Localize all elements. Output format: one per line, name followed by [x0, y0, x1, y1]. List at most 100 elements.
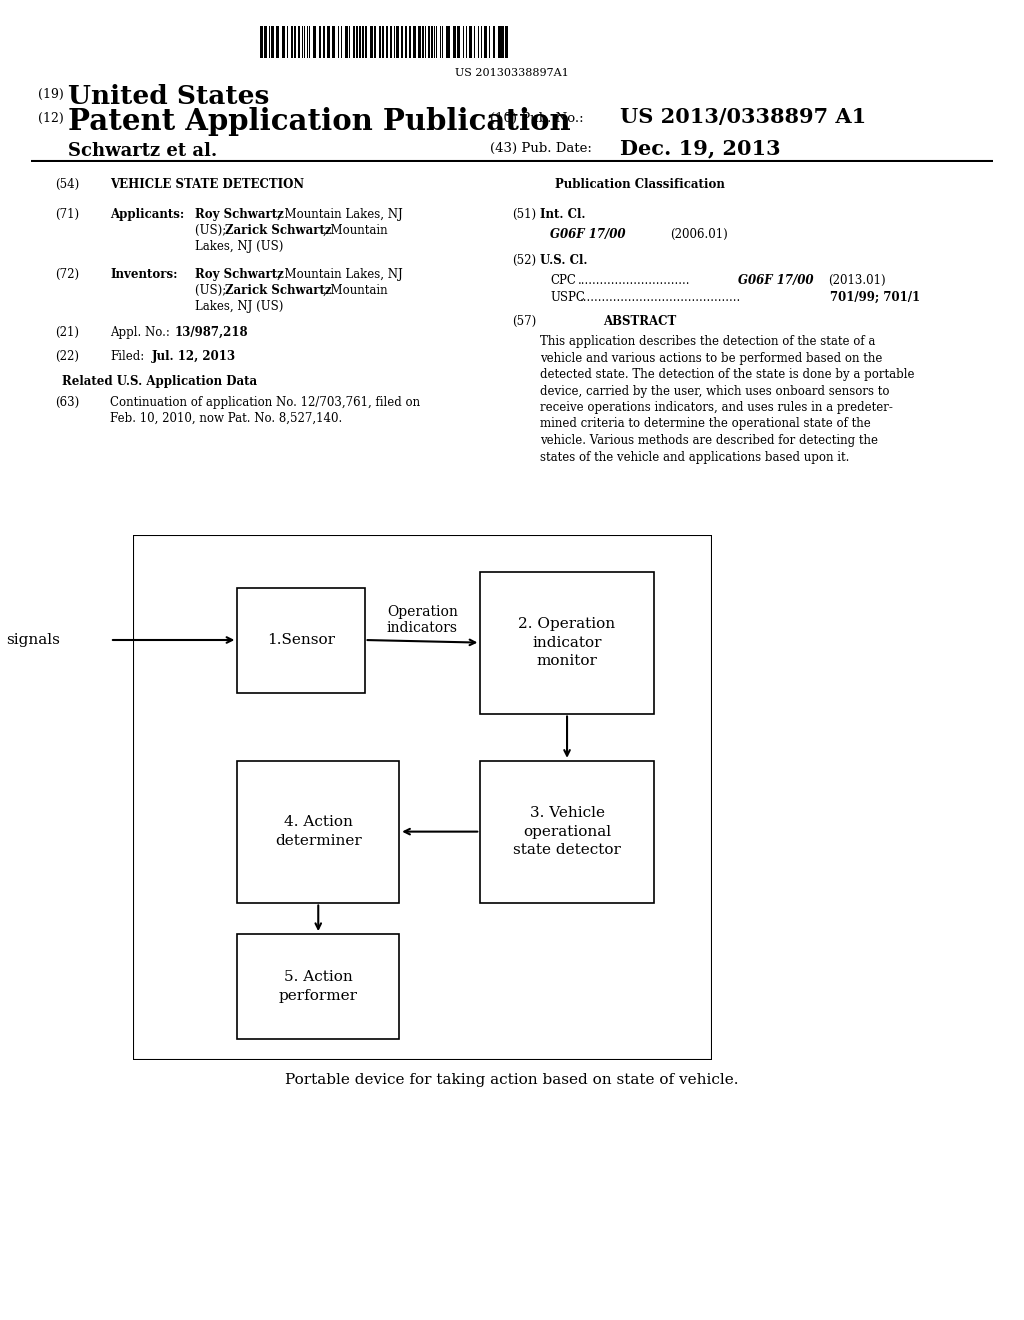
Text: states of the vehicle and applications based upon it.: states of the vehicle and applications b… [540, 450, 849, 463]
Bar [238, 587, 365, 693]
Text: 1.Sensor: 1.Sensor [267, 634, 335, 647]
Bar [379, 26, 381, 58]
Text: vehicle. Various methods are described for detecting the: vehicle. Various methods are described f… [540, 434, 878, 447]
Text: receive operations indicators, and uses rules in a predeter-: receive operations indicators, and uses … [540, 401, 893, 414]
Text: Lakes, NJ (US): Lakes, NJ (US) [195, 240, 284, 253]
Text: Feb. 10, 2010, now Pat. No. 8,527,140.: Feb. 10, 2010, now Pat. No. 8,527,140. [110, 412, 342, 425]
Text: (57): (57) [512, 315, 537, 327]
Text: vehicle and various actions to be performed based on the: vehicle and various actions to be perfor… [540, 351, 883, 364]
Text: Roy Schwartz: Roy Schwartz [195, 268, 284, 281]
Text: (19): (19) [38, 88, 63, 102]
Bar [260, 26, 263, 58]
Text: 701/99; 701/1: 701/99; 701/1 [830, 290, 921, 304]
Bar [404, 26, 407, 58]
Text: U.S. Cl.: U.S. Cl. [540, 253, 588, 267]
Bar [370, 26, 373, 58]
Text: Patent Application Publication: Patent Application Publication [68, 107, 570, 136]
Text: Roy Schwartz: Roy Schwartz [195, 209, 284, 220]
Text: Lakes, NJ (US): Lakes, NJ (US) [195, 300, 284, 313]
Bar [303, 26, 305, 58]
Text: , Mountain Lakes, NJ: , Mountain Lakes, NJ [278, 268, 402, 281]
Bar [238, 760, 399, 903]
Text: (10) Pub. No.:: (10) Pub. No.: [490, 112, 584, 125]
Text: 2. Operation
indicator
monitor: 2. Operation indicator monitor [518, 618, 615, 668]
Bar [469, 26, 472, 58]
Bar [454, 26, 456, 58]
Text: ...........................................: ........................................… [580, 290, 741, 304]
Text: Continuation of application No. 12/703,761, filed on: Continuation of application No. 12/703,7… [110, 396, 420, 409]
Text: US 20130338897A1: US 20130338897A1 [455, 69, 569, 78]
Text: (52): (52) [512, 253, 537, 267]
Text: USPC: USPC [550, 290, 585, 304]
Text: (21): (21) [55, 326, 79, 339]
Text: US 2013/0338897 A1: US 2013/0338897 A1 [620, 107, 866, 127]
Text: (US);: (US); [195, 284, 230, 297]
Text: , Mountain Lakes, NJ: , Mountain Lakes, NJ [278, 209, 402, 220]
Bar [428, 26, 430, 58]
Text: Portable device for taking action based on state of vehicle.: Portable device for taking action based … [286, 1073, 738, 1086]
Text: ABSTRACT: ABSTRACT [603, 315, 677, 327]
Text: Inventors:: Inventors: [110, 268, 177, 281]
Bar [318, 26, 321, 58]
Bar [324, 26, 326, 58]
Text: 5. Action
performer: 5. Action performer [279, 970, 357, 1003]
Text: Filed:: Filed: [110, 350, 144, 363]
Text: (71): (71) [55, 209, 79, 220]
Text: Applicants:: Applicants: [110, 209, 184, 220]
Bar [271, 26, 274, 58]
Text: , Mountain: , Mountain [323, 224, 388, 238]
Bar [355, 26, 357, 58]
Text: Schwartz et al.: Schwartz et al. [68, 143, 217, 160]
Bar [366, 26, 367, 58]
Bar [298, 26, 300, 58]
Text: United States: United States [68, 84, 269, 110]
Bar [345, 26, 348, 58]
Bar [498, 26, 501, 58]
Text: signals: signals [6, 634, 59, 647]
Text: Int. Cl.: Int. Cl. [540, 209, 586, 220]
Text: ..............................: .............................. [578, 275, 690, 286]
Bar [414, 26, 416, 58]
Text: This application describes the detection of the state of a: This application describes the detection… [540, 335, 876, 348]
Bar [418, 26, 421, 58]
Text: , Mountain: , Mountain [323, 284, 388, 297]
Text: (2013.01): (2013.01) [828, 275, 886, 286]
Text: Zarick Schwartz: Zarick Schwartz [225, 224, 332, 238]
Text: G06F 17/00: G06F 17/00 [550, 228, 626, 242]
Text: (2006.01): (2006.01) [670, 228, 728, 242]
Text: Jul. 12, 2013: Jul. 12, 2013 [152, 350, 237, 363]
Bar [374, 26, 377, 58]
Text: Related U.S. Application Data: Related U.S. Application Data [62, 375, 258, 388]
Bar [457, 26, 460, 58]
Text: device, carried by the user, which uses onboard sensors to: device, carried by the user, which uses … [540, 384, 890, 397]
Text: Dec. 19, 2013: Dec. 19, 2013 [620, 139, 780, 158]
Bar [313, 26, 315, 58]
Bar [502, 26, 504, 58]
Bar [359, 26, 361, 58]
Text: (US);: (US); [195, 224, 230, 238]
Bar [291, 26, 293, 58]
Text: detected state. The detection of the state is done by a portable: detected state. The detection of the sta… [540, 368, 914, 381]
Text: VEHICLE STATE DETECTION: VEHICLE STATE DETECTION [110, 178, 304, 191]
Text: 4. Action
determiner: 4. Action determiner [274, 816, 361, 847]
Bar [480, 572, 653, 714]
Text: Appl. No.:: Appl. No.: [110, 326, 170, 339]
Bar [276, 26, 279, 58]
Bar [264, 26, 266, 58]
Bar [431, 26, 433, 58]
Bar [484, 26, 487, 58]
Bar [328, 26, 330, 58]
Text: (54): (54) [55, 178, 79, 191]
Text: 3. Vehicle
operational
state detector: 3. Vehicle operational state detector [513, 807, 621, 857]
Text: (51): (51) [512, 209, 537, 220]
Text: (63): (63) [55, 396, 79, 409]
Bar [386, 26, 388, 58]
Bar [409, 26, 411, 58]
Bar [294, 26, 296, 58]
Text: Operation
indicators: Operation indicators [387, 605, 458, 635]
Bar [393, 26, 395, 58]
Text: Publication Classification: Publication Classification [555, 178, 725, 191]
Bar [390, 26, 391, 58]
Text: CPC: CPC [550, 275, 575, 286]
Bar [493, 26, 495, 58]
